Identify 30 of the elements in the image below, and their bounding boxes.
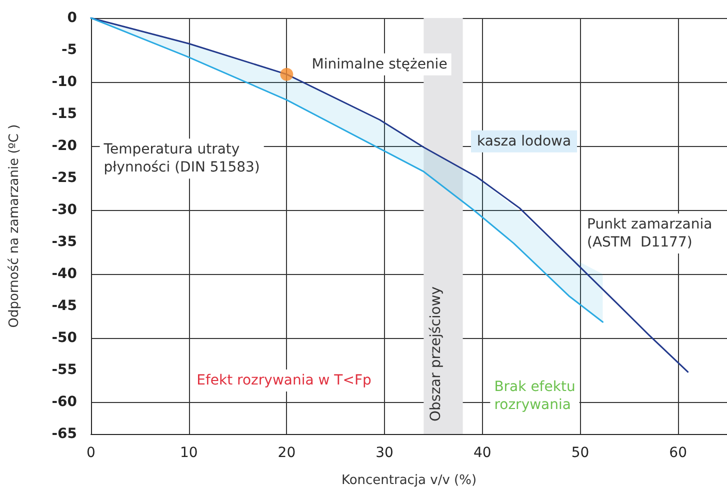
- y-tick-label: -5: [61, 42, 77, 58]
- x-axis-title: Koncentracja v/v (%): [341, 473, 477, 488]
- y-tick-label: -35: [52, 234, 77, 250]
- y-axis-title: Odporność na zamarzanie (ºC ): [7, 124, 22, 328]
- x-tick-label: 50: [571, 445, 590, 461]
- annotation: Brak efektu rozrywania: [494, 378, 576, 413]
- band-label: Obszar przejściowy: [428, 286, 444, 422]
- y-tick-label: -15: [52, 106, 77, 122]
- y-tick-label: -60: [52, 394, 78, 410]
- y-tick-label: 0: [67, 10, 78, 26]
- y-tick-label: -65: [52, 426, 77, 442]
- annotation: Temperatura utraty płynności (DIN 51583): [102, 142, 260, 176]
- x-tick-label: 30: [376, 445, 394, 461]
- x-tick-label: 0: [86, 445, 96, 461]
- y-tick-label: -20: [52, 138, 78, 154]
- annotation: Punkt zamarzania (ASTM D1177): [587, 216, 712, 251]
- annotation: Efekt rozrywania w T<Fp: [196, 372, 372, 389]
- y-tick-label: -40: [52, 266, 78, 282]
- annotation: Minimalne stężenie: [312, 56, 448, 72]
- x-tick-label: 40: [473, 445, 492, 461]
- x-tick-label: 60: [669, 445, 687, 461]
- x-tick-label: 20: [278, 445, 296, 461]
- y-tick-label: -50: [52, 330, 78, 346]
- y-tick-label: -45: [52, 298, 77, 314]
- x-tick-label: 10: [180, 445, 198, 461]
- annotation: kasza lodowa: [477, 133, 572, 150]
- y-tick-label: -30: [52, 202, 78, 218]
- y-tick-label: -10: [52, 74, 78, 90]
- y-tick-label: -25: [52, 170, 77, 186]
- y-tick-label: -55: [52, 362, 77, 378]
